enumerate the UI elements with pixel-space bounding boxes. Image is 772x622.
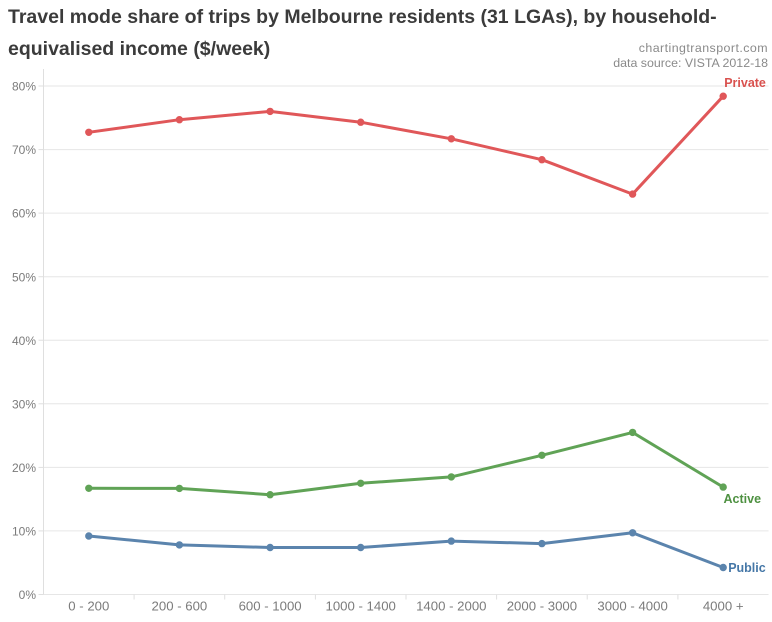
svg-text:70%: 70%: [12, 143, 36, 157]
svg-text:600 - 1000: 600 - 1000: [239, 599, 302, 614]
svg-text:4000 +: 4000 +: [703, 599, 744, 614]
svg-text:40%: 40%: [12, 334, 36, 348]
svg-text:80%: 80%: [12, 80, 36, 94]
svg-text:50%: 50%: [12, 270, 36, 284]
svg-text:0 - 200: 0 - 200: [68, 599, 109, 614]
svg-text:Public: Public: [728, 561, 766, 575]
svg-text:1400 - 2000: 1400 - 2000: [416, 599, 486, 614]
svg-text:60%: 60%: [12, 207, 36, 221]
svg-text:200 - 600: 200 - 600: [152, 599, 208, 614]
svg-text:3000 - 4000: 3000 - 4000: [597, 599, 667, 614]
svg-text:20%: 20%: [12, 461, 36, 475]
svg-text:0%: 0%: [19, 588, 37, 602]
svg-text:30%: 30%: [12, 397, 36, 411]
svg-text:2000 - 3000: 2000 - 3000: [507, 599, 577, 614]
svg-text:Active: Active: [724, 492, 762, 506]
svg-text:1000 - 1400: 1000 - 1400: [325, 599, 395, 614]
svg-text:10%: 10%: [12, 525, 36, 539]
svg-text:Private: Private: [724, 76, 766, 90]
